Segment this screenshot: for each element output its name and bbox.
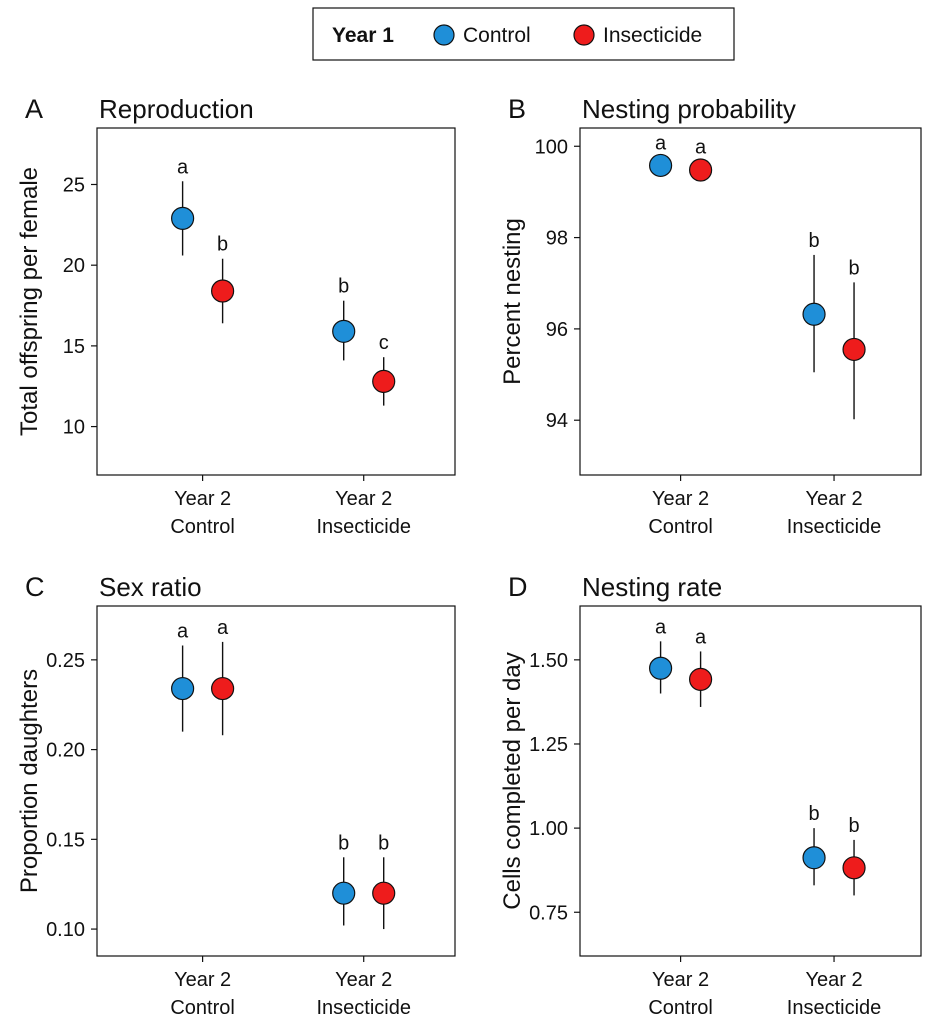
legend-box [312, 7, 735, 61]
legend-label-insecticide: Insecticide [603, 24, 702, 47]
panel-b: B Nesting probability 94 96 98 100 Percent nes… [499, 94, 922, 538]
y-tick-label: 0.10 [46, 919, 85, 941]
significance-letter: c [379, 332, 389, 354]
plot-frame [579, 127, 922, 476]
significance-letter: b [338, 832, 349, 854]
data-point [332, 881, 356, 905]
significance-letter: a [177, 620, 189, 642]
panel-label: D [508, 572, 528, 602]
y-axis-title: Percent nesting [499, 218, 526, 385]
data-point [648, 153, 673, 178]
x-tick-label: Year 2 [335, 969, 392, 991]
x-tick-label: Year 2 [652, 969, 709, 991]
significance-letter: a [217, 617, 229, 639]
y-tick-label: 1.00 [529, 818, 568, 840]
y-tick-label: 25 [63, 174, 85, 196]
x-tick-label: Insecticide [316, 997, 411, 1018]
x-tick-label: Control [170, 516, 234, 538]
x-tick-label: Year 2 [174, 488, 231, 510]
x-tick-label: Control [170, 997, 234, 1018]
data-point [802, 846, 826, 870]
significance-letter: a [655, 133, 667, 155]
legend: Year 1 Control Insecticide [312, 7, 735, 61]
significance-letter: b [378, 832, 389, 854]
significance-letter: a [695, 626, 707, 648]
data-point [171, 206, 195, 230]
y-tick-label: 0.75 [529, 902, 568, 924]
panels: A Reproduction 10 15 20 25 Total offspring per… [16, 94, 922, 1018]
significance-letter: a [177, 156, 189, 178]
y-tick-label: 96 [546, 319, 568, 341]
x-tick-label: Year 2 [335, 488, 392, 510]
x-tick-label: Control [648, 997, 712, 1018]
plot-frame [96, 605, 456, 957]
significance-letter: b [848, 815, 859, 837]
panel-label: C [25, 572, 45, 602]
panel-a: A Reproduction 10 15 20 25 Total offspring per… [16, 94, 456, 538]
significance-letter: a [655, 616, 667, 638]
y-tick-label: 1.50 [529, 650, 568, 672]
y-tick-label: 20 [63, 255, 85, 277]
panel-title: Sex ratio [99, 572, 202, 602]
y-tick-label: 0.20 [46, 740, 85, 762]
data-point [372, 369, 396, 393]
y-tick-label: 10 [63, 417, 85, 439]
panel-label: B [508, 94, 526, 124]
panel-title: Nesting probability [582, 94, 796, 124]
x-tick-label: Insecticide [787, 997, 882, 1018]
plot-frame [579, 605, 922, 957]
data-point [648, 656, 673, 680]
y-tick-label: 15 [63, 336, 85, 358]
significance-letter: b [848, 257, 859, 279]
data-point [211, 279, 235, 303]
x-tick-label: Insecticide [787, 516, 882, 538]
data-point [171, 676, 195, 701]
panel-title: Nesting rate [582, 572, 722, 602]
data-point [842, 856, 866, 880]
y-tick-label: 0.15 [46, 829, 85, 851]
x-tick-label: Control [648, 516, 712, 538]
y-axis-title: Proportion daughters [16, 669, 43, 893]
significance-letter: a [695, 136, 707, 158]
data-point [372, 881, 396, 905]
y-tick-label: 1.25 [529, 734, 568, 756]
x-tick-label: Year 2 [652, 488, 709, 510]
data-point [842, 337, 866, 362]
legend-marker-control [433, 24, 455, 46]
y-tick-label: 98 [546, 228, 568, 250]
x-tick-label: Year 2 [805, 488, 862, 510]
y-tick-label: 100 [535, 136, 568, 158]
y-tick-label: 94 [546, 410, 568, 432]
legend-label-control: Control [463, 24, 531, 47]
significance-letter: b [808, 230, 819, 252]
legend-title: Year 1 [332, 24, 394, 47]
y-tick-label: 0.25 [46, 650, 85, 672]
plot-frame [96, 127, 456, 476]
data-point [688, 667, 713, 691]
significance-letter: b [338, 276, 349, 298]
significance-letter: b [808, 803, 819, 825]
legend-marker-insecticide [573, 24, 595, 46]
data-point [802, 302, 826, 326]
y-axis-title: Cells completed per day [499, 652, 526, 909]
x-tick-label: Year 2 [805, 969, 862, 991]
data-point [688, 158, 713, 182]
panel-title: Reproduction [99, 94, 254, 124]
data-point [332, 319, 356, 343]
panel-label: A [25, 94, 43, 124]
data-point [211, 676, 235, 701]
significance-letter: b [217, 234, 228, 256]
y-axis-title: Total offspring per female [16, 167, 43, 436]
x-tick-label: Insecticide [316, 516, 411, 538]
x-tick-label: Year 2 [174, 969, 231, 991]
